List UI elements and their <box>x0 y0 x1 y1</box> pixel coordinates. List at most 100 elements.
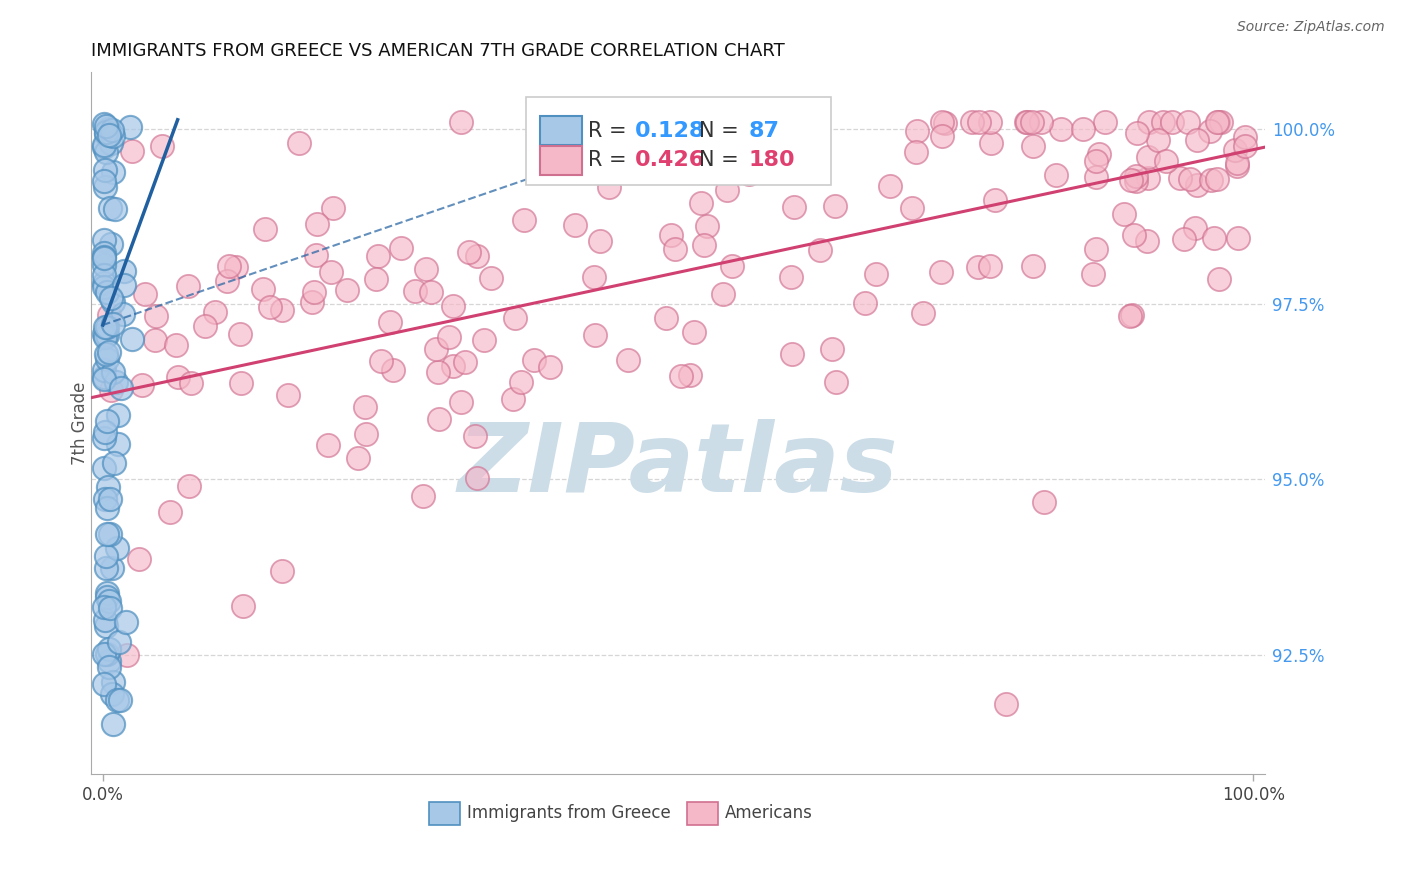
Point <box>93 677 115 691</box>
Y-axis label: 7th Grade: 7th Grade <box>72 382 89 465</box>
Point <box>96 500 118 515</box>
Point <box>94 492 117 507</box>
Point <box>419 285 441 299</box>
Point <box>1045 169 1067 183</box>
Point <box>1233 129 1256 144</box>
Point <box>96 352 118 367</box>
Point <box>354 400 377 414</box>
Point <box>669 368 692 383</box>
Text: Immigrants from Greece: Immigrants from Greece <box>467 804 671 822</box>
Point <box>479 271 502 285</box>
Text: Source: ZipAtlas.com: Source: ZipAtlas.com <box>1237 20 1385 34</box>
Point <box>93 370 115 384</box>
Point <box>676 162 699 177</box>
Text: 180: 180 <box>748 150 796 170</box>
FancyBboxPatch shape <box>526 97 831 185</box>
Point <box>426 365 449 379</box>
Point <box>271 302 294 317</box>
Point <box>696 219 718 234</box>
Point <box>93 431 115 445</box>
Point <box>598 180 620 194</box>
Point <box>97 128 120 142</box>
Point <box>229 326 252 341</box>
Point <box>1094 114 1116 128</box>
Point <box>1017 114 1039 128</box>
Point <box>583 270 606 285</box>
Point <box>716 183 738 197</box>
Point <box>93 139 115 153</box>
Point <box>101 123 124 137</box>
Point <box>229 376 252 391</box>
Point <box>1154 154 1177 169</box>
Point <box>931 114 953 128</box>
Point <box>96 120 118 134</box>
Text: R =: R = <box>588 150 633 170</box>
Point <box>980 136 1002 150</box>
Text: N =: N = <box>699 120 745 141</box>
Point <box>98 491 121 506</box>
Point <box>1136 171 1159 186</box>
Point <box>98 654 121 668</box>
Point <box>93 117 115 131</box>
Point <box>97 659 120 673</box>
Point <box>107 436 129 450</box>
Point <box>1121 173 1143 187</box>
Point <box>661 114 683 128</box>
Point <box>93 330 115 344</box>
Point <box>98 201 121 215</box>
Point <box>93 372 115 386</box>
Point <box>96 591 118 605</box>
Point <box>824 199 846 213</box>
Point <box>370 354 392 368</box>
Point <box>166 369 188 384</box>
Point <box>252 282 274 296</box>
Point <box>378 315 401 329</box>
Point <box>780 346 803 360</box>
Point <box>103 317 125 331</box>
Point <box>105 693 128 707</box>
Point <box>1137 114 1160 128</box>
Point <box>165 338 187 352</box>
Point <box>366 271 388 285</box>
Point <box>979 259 1001 273</box>
Point <box>1021 139 1043 153</box>
Point <box>790 143 813 157</box>
FancyBboxPatch shape <box>688 802 718 824</box>
Point <box>808 244 831 258</box>
Point <box>865 267 887 281</box>
Point <box>1206 172 1229 186</box>
Point <box>94 125 117 139</box>
Point <box>112 264 135 278</box>
Point <box>93 363 115 377</box>
Point <box>655 311 678 326</box>
Point <box>572 114 595 128</box>
Point <box>115 648 138 662</box>
Point <box>1233 138 1256 153</box>
Point <box>253 222 276 236</box>
Point <box>134 286 156 301</box>
Point <box>121 332 143 346</box>
Point <box>107 408 129 422</box>
Point <box>711 286 734 301</box>
Point <box>783 200 806 214</box>
Point <box>105 375 128 389</box>
Point <box>538 359 561 374</box>
Point <box>93 276 115 290</box>
Point <box>659 227 682 242</box>
Point <box>101 675 124 690</box>
Point <box>304 248 326 262</box>
Point <box>93 250 115 264</box>
Point <box>1147 133 1170 147</box>
Point <box>288 136 311 150</box>
Point <box>101 687 124 701</box>
Point <box>301 294 323 309</box>
Point <box>93 138 115 153</box>
Point <box>96 586 118 600</box>
Point <box>232 599 254 613</box>
Point <box>853 295 876 310</box>
Point <box>415 261 437 276</box>
Point <box>101 561 124 575</box>
Point <box>1121 308 1143 322</box>
Point <box>94 619 117 633</box>
Point <box>502 392 524 407</box>
